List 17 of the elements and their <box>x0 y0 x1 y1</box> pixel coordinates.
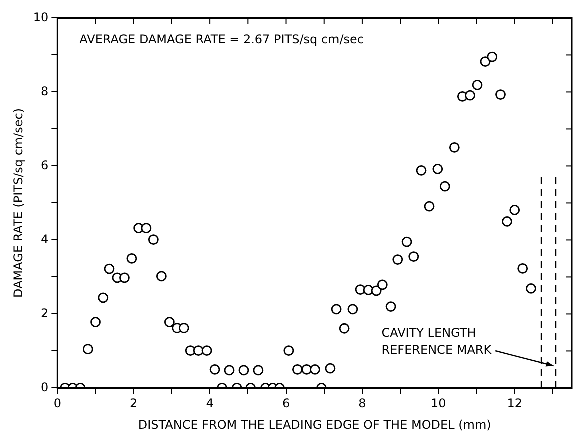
y-tick-label: 2 <box>41 306 49 320</box>
x-tick-label: 2 <box>130 396 138 411</box>
x-tick-label: 0 <box>54 396 62 411</box>
x-tick-label: 6 <box>282 396 290 411</box>
annotation: AVERAGE DAMAGE RATE = 2.67 PITS/sq cm/sec <box>80 32 364 46</box>
x-tick-label: 8 <box>358 396 366 411</box>
y-tick-label: 0 <box>41 380 49 394</box>
y-tick-label: 10 <box>33 10 49 24</box>
x-tick-label: 10 <box>431 396 446 411</box>
y-tick-label: 4 <box>41 232 49 246</box>
x-tick-label: 4 <box>206 396 214 411</box>
y-tick-label: 8 <box>41 84 49 98</box>
x-axis-title: DISTANCE FROM THE LEADING EDGE OF THE MODEL (mm) <box>138 418 492 432</box>
y-tick-label: 6 <box>41 158 49 172</box>
annotation: CAVITY LENGTH REFERENCE MARK <box>382 326 493 358</box>
x-tick-label: 12 <box>507 396 522 411</box>
y-axis-title: DAMAGE RATE (PITS/sq cm/sec) <box>11 108 26 298</box>
